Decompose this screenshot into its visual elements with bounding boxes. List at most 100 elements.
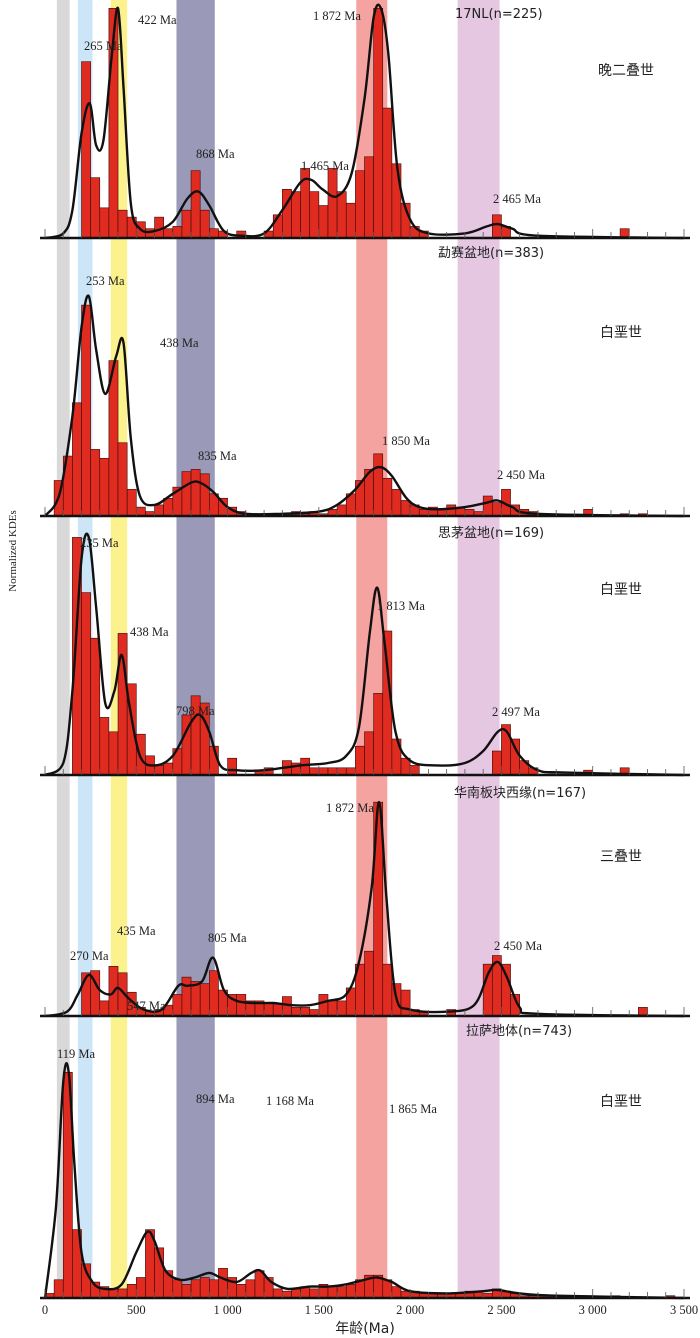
sample-label: 17NL(n=225) [455, 7, 543, 22]
x-tick-label: 1 000 [214, 1303, 242, 1317]
histogram-bar [181, 471, 192, 517]
kde-curve [43, 1062, 685, 1300]
histogram-bar [391, 1286, 402, 1299]
x-tick-label: 0 [42, 1303, 48, 1317]
peak-label: 805 Ma [208, 931, 247, 945]
histogram-bar [345, 1284, 356, 1299]
histogram-bar [154, 504, 164, 517]
peak-label: 1 865 Ma [389, 1102, 437, 1116]
x-tick-label: 3 000 [579, 1303, 607, 1317]
histogram-bar [209, 228, 219, 239]
histogram-bar [263, 1002, 274, 1017]
sample-label: 勐赛盆地(n=383) [438, 245, 544, 261]
histogram-bar [245, 1279, 256, 1299]
panel-1: 265 Ma 422 Ma 868 Ma 1 465 Ma 1 872 Ma 2 465 … [40, 3, 690, 240]
histogram-bar [163, 497, 174, 517]
peak-label: 119 Ma [57, 1047, 96, 1061]
histogram-bar [336, 191, 347, 239]
histogram-bar [291, 1288, 301, 1299]
histogram-bar [99, 1000, 110, 1017]
histogram-bar [181, 1284, 192, 1299]
histogram-bar [99, 717, 110, 776]
histogram-bar [318, 994, 329, 1017]
histogram-bar [327, 1000, 338, 1017]
histogram-bar [199, 209, 210, 239]
period-label: 白垩世 [600, 325, 642, 341]
sample-label: 拉萨地体(n=743) [466, 1024, 572, 1039]
histogram-bar [382, 477, 393, 517]
histogram-bar [172, 226, 183, 239]
histogram-bar [373, 693, 384, 776]
histogram-bar [190, 1279, 201, 1299]
histogram-bar [491, 502, 502, 517]
histogram-bar [209, 1279, 219, 1299]
histogram-bar [181, 209, 192, 239]
histogram-bar [391, 163, 402, 239]
histogram-bar [382, 963, 393, 1017]
kde-curve [43, 294, 685, 518]
peak-label: 438 Ma [130, 625, 169, 639]
histogram-bar [336, 504, 347, 517]
panel-2: 253 Ma 438 Ma 835 Ma 1 850 Ma 2 450 Ma 勐赛盆地(n… [40, 245, 690, 518]
histogram-bar [99, 207, 110, 239]
histogram-bar [236, 994, 247, 1017]
histogram-bar [336, 1000, 347, 1017]
histogram-bar [135, 733, 146, 776]
peak-label: 435 Ma [117, 924, 156, 938]
peak-label: 2 450 Ma [497, 468, 545, 482]
peak-label: 1 465 Ma [301, 159, 349, 173]
peak-label: 835 Ma [198, 449, 237, 463]
histogram-bar [227, 757, 237, 776]
x-tick-label: 500 [127, 1303, 146, 1317]
histogram-bar [90, 637, 101, 776]
period-label: 三叠世 [600, 849, 642, 865]
histogram-bar [117, 209, 128, 239]
histogram-bar [172, 1279, 183, 1299]
peak-label: 1 168 Ma [266, 1094, 314, 1108]
histogram-bar [117, 1288, 128, 1299]
histogram-bar [72, 402, 82, 517]
peak-label: 868 Ma [196, 147, 235, 161]
histogram-bar [446, 504, 457, 517]
histogram-bar [364, 156, 374, 239]
histogram-bar [254, 1270, 265, 1299]
panel-3: 235 Ma 438 Ma 798 Ma 1 813 Ma 2 497 Ma 思茅盆地(n… [40, 526, 690, 777]
histogram-bar [309, 191, 320, 239]
histogram-bar [491, 214, 502, 239]
histogram-bar [272, 1288, 283, 1299]
panel-5: 119 Ma 547 Ma 894 Ma 1 168 Ma 1 865 Ma 拉萨地体(n… [40, 999, 690, 1300]
peak-label: 422 Ma [138, 13, 177, 27]
histogram-bar [163, 228, 174, 239]
histogram-bar [355, 170, 365, 239]
histogram-bar [81, 304, 91, 517]
period-label: 白垩世 [600, 1094, 642, 1110]
x-tick-label: 1 500 [305, 1303, 333, 1317]
histogram-bar [364, 731, 374, 776]
histogram-bar [336, 1286, 347, 1299]
histogram-bar [126, 1284, 137, 1299]
kde-curve [44, 800, 685, 1018]
peak-label: 2 450 Ma [494, 939, 542, 953]
peak-label: 1 813 Ma [377, 599, 425, 613]
peak-label: 894 Ma [196, 1092, 235, 1106]
histogram-bar [218, 1268, 228, 1299]
histogram-bar [172, 994, 183, 1017]
peak-label: 265 Ma [84, 39, 123, 53]
peak-label: 270 Ma [70, 949, 109, 963]
histogram-bar [99, 457, 110, 517]
histogram-bar [90, 449, 101, 517]
peak-label: 253 Ma [86, 274, 125, 288]
sample-label: 华南板块西缘(n=167) [454, 785, 586, 801]
peak-label: 235 Ma [80, 536, 119, 550]
histogram-bar [199, 1277, 210, 1299]
x-tick-label: 2 500 [487, 1303, 515, 1317]
histogram-bar [236, 1284, 247, 1299]
histogram-bar [482, 495, 493, 517]
x-axis: 0 500 1 000 1 500 2 000 2 500 3 000 3 500 [42, 1303, 698, 1317]
histogram-bar [53, 1279, 64, 1299]
histogram-bar [81, 592, 91, 776]
histogram-bar [400, 989, 411, 1017]
histogram-bar [300, 757, 311, 776]
histogram-bar [373, 453, 384, 517]
